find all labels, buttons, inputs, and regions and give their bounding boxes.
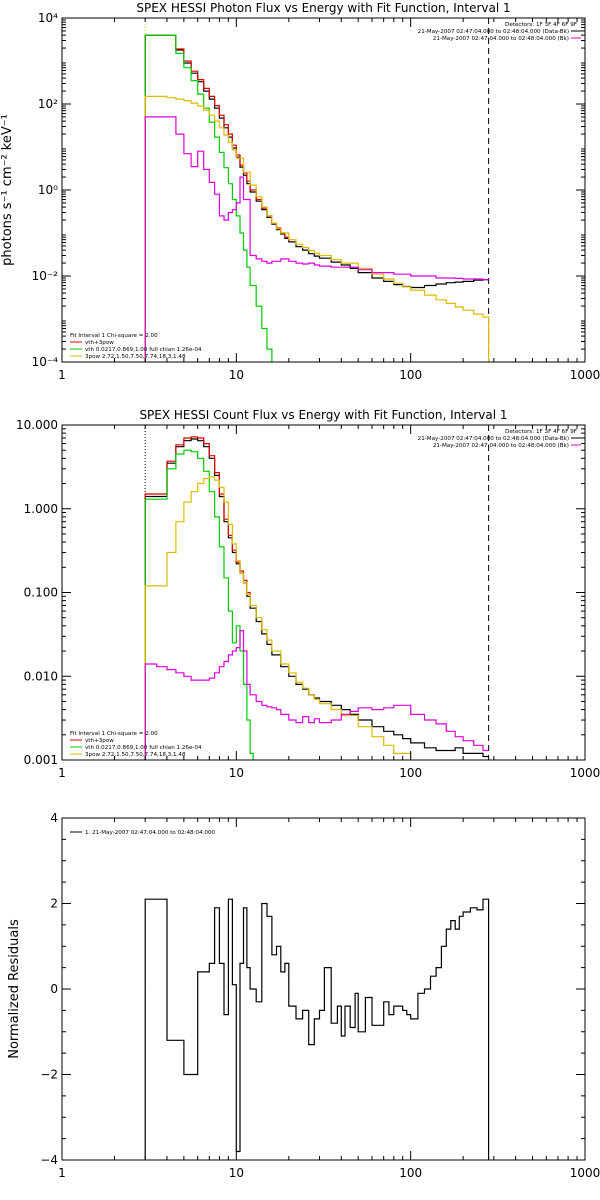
- x-tick-label: 1: [58, 1166, 66, 1180]
- x-tick-label: 100: [399, 766, 422, 780]
- chart-title: SPEX HESSI Photon Flux vs Energy with Fi…: [136, 1, 510, 15]
- series-line-2: [144, 34, 273, 362]
- legend-entry: 21-May-2007 02:47:04.000 to 02:48:04.000…: [418, 436, 569, 442]
- legend-entry: Fit Interval 1 Chi-square = 2.00: [70, 731, 158, 737]
- y-tick-label: 0: [50, 982, 58, 996]
- y-tick-label: 0.001: [24, 753, 58, 767]
- y-axis-label: Normalized Residuals: [7, 919, 22, 1059]
- legend-entry: 21-May-2007 02:47:04.000 to 02:48:04.000…: [418, 29, 569, 35]
- series-line-0: [144, 898, 490, 1160]
- x-tick-label: 1000: [570, 1166, 600, 1180]
- series-line-0: [144, 34, 490, 362]
- legend-entry: 3pow 2.72,1.50,7.50,7.74,18.3,1.48: [85, 354, 186, 360]
- x-tick-label: 10: [229, 766, 244, 780]
- y-axis-label: photons s⁻¹ cm⁻² keV⁻¹: [0, 114, 15, 266]
- y-tick-label: 10⁰: [38, 183, 58, 197]
- y-tick-label: 4: [50, 811, 58, 825]
- y-tick-label: 2: [50, 897, 58, 911]
- x-tick-label: 1000: [570, 766, 600, 780]
- series-line-4: [144, 116, 490, 362]
- legend-entry: 1. 21-May-2007 02:47:04.000 to 02:48:04.…: [85, 830, 216, 836]
- legend-entry: Fit Interval 1 Chi-square = 2.00: [70, 333, 158, 339]
- y-tick-label: 10⁻²: [32, 269, 59, 283]
- y-tick-label: −4: [40, 1153, 58, 1167]
- series-line-3: [144, 95, 490, 362]
- x-tick-label: 1: [58, 368, 66, 382]
- y-tick-label: 10.000: [16, 418, 58, 432]
- x-tick-label: 10: [229, 368, 244, 382]
- x-tick-label: 100: [399, 1166, 422, 1180]
- legend-entry: 21-May-2007 02:47:04.000 to 02:48:04.000…: [433, 36, 569, 42]
- legend-entry: vth 0.0217,0.869,1.00 full chian 1.26e-0…: [85, 745, 202, 751]
- y-tick-label: 10⁴: [38, 11, 58, 25]
- series-line-3: [144, 476, 412, 760]
- series-line-0: [144, 438, 489, 760]
- legend-entry: vth+3pow: [85, 738, 114, 744]
- y-tick-label: 0.010: [24, 669, 58, 683]
- chart-title: SPEX HESSI Count Flux vs Energy with Fit…: [139, 408, 507, 422]
- x-tick-label: 10: [229, 1166, 244, 1180]
- y-tick-label: 10²: [38, 97, 58, 111]
- x-tick-label: 1: [58, 766, 66, 780]
- plot-area: [144, 18, 490, 362]
- legend-entry: Detectors: 1F 3F 4F 6F 9F: [505, 429, 577, 435]
- x-tick-label: 1000: [570, 368, 600, 382]
- plot-area: [144, 425, 490, 760]
- y-tick-label: 0.100: [24, 586, 58, 600]
- legend-entry: vth 0.0217,0.869,1.00 full chian 1.26e-0…: [85, 347, 202, 353]
- legend-entry: 21-May-2007 02:47:04.000 to 02:48:04.000…: [433, 443, 569, 449]
- y-tick-label: 10⁻⁴: [32, 355, 59, 369]
- legend-entry: Detectors: 1F 3F 4F 6F 9F: [505, 22, 577, 28]
- y-tick-label: −2: [40, 1068, 58, 1082]
- legend-entry: vth+3pow: [85, 340, 114, 346]
- plot-area: [144, 898, 490, 1160]
- legend-entry: 3pow 2.72,1.50,7.50,7.74,18.3,1.48: [85, 752, 186, 758]
- series-line-4: [144, 630, 489, 760]
- x-tick-label: 100: [399, 368, 422, 382]
- series-line-2: [144, 449, 254, 760]
- y-tick-label: 1.000: [24, 502, 58, 516]
